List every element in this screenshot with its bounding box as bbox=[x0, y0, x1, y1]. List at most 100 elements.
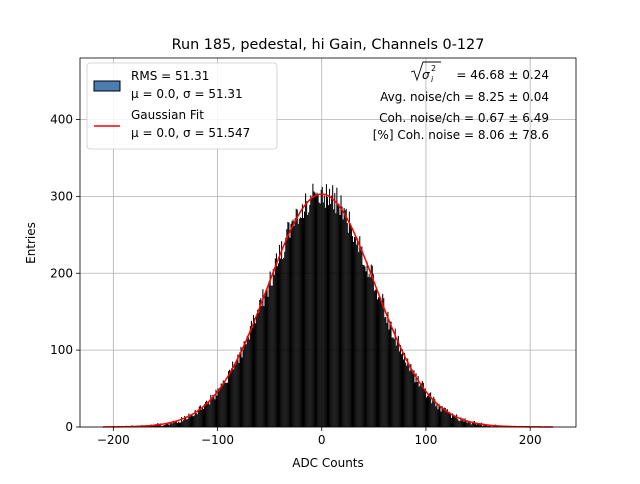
histogram-bar bbox=[377, 299, 378, 427]
histogram-bar bbox=[227, 383, 228, 427]
histogram-bar bbox=[413, 370, 414, 427]
histogram-bar bbox=[320, 203, 321, 427]
histogram-bar bbox=[382, 294, 383, 427]
histogram-bar bbox=[357, 239, 358, 427]
histogram-bar bbox=[301, 218, 302, 427]
histogram-bar bbox=[418, 376, 419, 427]
histogram-bar bbox=[346, 209, 347, 427]
histogram-bar bbox=[349, 211, 350, 427]
histogram-bar bbox=[182, 421, 183, 427]
histogram-bar bbox=[356, 245, 357, 427]
histogram-bar bbox=[425, 389, 426, 427]
histogram-bar bbox=[297, 210, 298, 427]
histogram-bar bbox=[348, 233, 349, 427]
histogram-bar bbox=[267, 288, 268, 427]
histogram-bar bbox=[436, 404, 437, 427]
histogram-bar bbox=[214, 399, 215, 427]
histogram-bar bbox=[230, 371, 231, 427]
histogram-bar bbox=[183, 420, 184, 427]
histogram-bar bbox=[212, 395, 213, 427]
histogram-bar bbox=[457, 419, 458, 427]
histogram-bar bbox=[238, 363, 239, 427]
pct-coh-noise-annotation: [%] Coh. noise = 8.06 ± 78.6 bbox=[373, 128, 549, 142]
histogram-bar bbox=[389, 322, 390, 427]
histogram-bar bbox=[171, 423, 172, 427]
histogram-bar bbox=[220, 387, 221, 427]
histogram-bar bbox=[337, 204, 338, 427]
histogram-bar bbox=[204, 404, 205, 427]
histogram-bar bbox=[264, 296, 265, 427]
histogram-bar bbox=[368, 277, 369, 427]
histogram-bar bbox=[289, 238, 290, 427]
histogram-bar bbox=[351, 229, 352, 427]
histogram-bar bbox=[237, 355, 238, 427]
histogram-bar bbox=[394, 339, 395, 427]
histogram-bar bbox=[305, 193, 306, 427]
legend-fit-stats: μ = 0.0, σ = 51.547 bbox=[131, 126, 250, 140]
histogram-bar bbox=[239, 352, 240, 427]
histogram-bar bbox=[293, 220, 294, 427]
histogram-bar bbox=[450, 413, 451, 427]
histogram-bar bbox=[319, 203, 320, 427]
histogram-bar bbox=[250, 326, 251, 427]
histogram-bar bbox=[269, 281, 270, 427]
histogram-bar bbox=[221, 383, 222, 427]
histogram-bar bbox=[211, 399, 212, 427]
histogram-bar bbox=[198, 409, 199, 427]
histogram-bar bbox=[469, 422, 470, 427]
histogram-bar bbox=[463, 422, 464, 427]
avg-noise-annotation: Avg. noise/ch = 8.25 ± 0.04 bbox=[380, 90, 549, 104]
histogram-bar bbox=[466, 421, 467, 427]
histogram-bar bbox=[459, 421, 460, 427]
histogram-bar bbox=[339, 215, 340, 427]
histogram-bar bbox=[432, 400, 433, 427]
histogram-bar bbox=[203, 409, 204, 427]
histogram-bar bbox=[244, 341, 245, 427]
histogram-bar bbox=[454, 416, 455, 427]
histogram-bar bbox=[234, 364, 235, 427]
histogram-bar bbox=[193, 416, 194, 427]
histogram-bar bbox=[353, 242, 354, 427]
histogram-bar bbox=[302, 204, 303, 427]
histogram-bar bbox=[355, 235, 356, 427]
histogram-bar bbox=[262, 289, 263, 427]
histogram-bar bbox=[314, 192, 315, 427]
histogram-bar bbox=[400, 345, 401, 427]
histogram-bar bbox=[185, 418, 186, 427]
histogram-bar bbox=[281, 241, 282, 427]
histogram-bar bbox=[254, 318, 255, 427]
histogram-bar bbox=[426, 397, 427, 427]
histogram-bar bbox=[402, 349, 403, 427]
legend-histogram-label: RMS = 51.31 bbox=[131, 69, 209, 83]
x-tick-label: 100 bbox=[414, 433, 437, 447]
histogram-bar bbox=[406, 366, 407, 427]
histogram-bar bbox=[190, 414, 191, 427]
histogram-bar bbox=[165, 424, 166, 427]
histogram-bar bbox=[233, 369, 234, 427]
histogram-bar bbox=[369, 274, 370, 427]
histogram-bar bbox=[229, 370, 230, 427]
x-axis-label: ADC Counts bbox=[292, 456, 364, 470]
histogram-bar bbox=[419, 387, 420, 427]
histogram-bar bbox=[223, 380, 224, 427]
histogram-bar bbox=[331, 196, 332, 427]
histogram-bar bbox=[359, 236, 360, 427]
histogram-bar bbox=[345, 210, 346, 427]
histogram-bar bbox=[424, 390, 425, 427]
histogram-bar bbox=[261, 306, 262, 427]
histogram-bar bbox=[312, 184, 313, 427]
histogram-bar bbox=[376, 288, 377, 427]
histogram-bar bbox=[224, 382, 225, 427]
histogram-bar bbox=[274, 275, 275, 427]
histogram-bar bbox=[307, 215, 308, 427]
histogram-bar bbox=[417, 382, 418, 427]
coh-noise-annotation: Coh. noise/ch = 0.67 ± 6.49 bbox=[379, 111, 549, 125]
histogram-bar bbox=[187, 419, 188, 427]
histogram-bar bbox=[395, 329, 396, 427]
histogram-bar bbox=[438, 404, 439, 427]
histogram-bar bbox=[407, 358, 408, 427]
histogram-bar bbox=[341, 195, 342, 427]
histogram-bar bbox=[397, 341, 398, 427]
histogram-bar bbox=[242, 358, 243, 427]
